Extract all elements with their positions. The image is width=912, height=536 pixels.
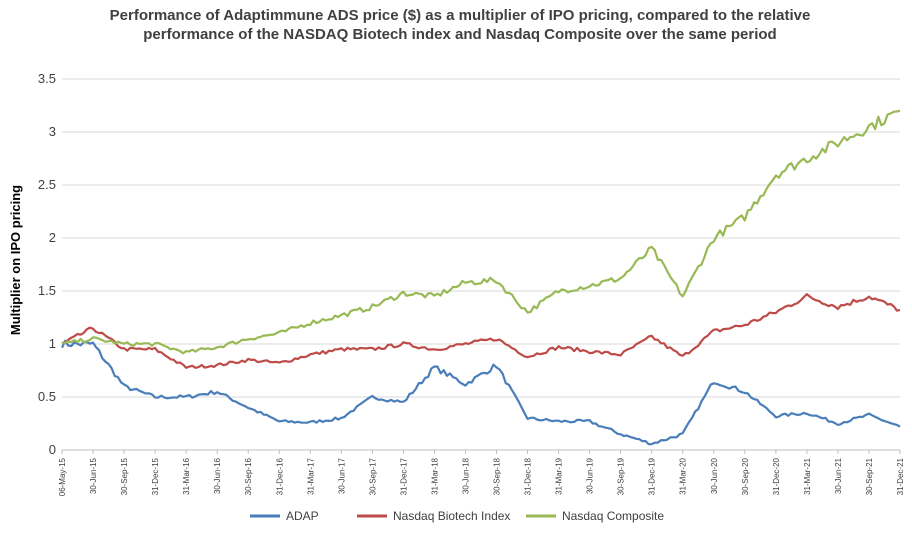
x-tick-label: 31-Mar-18 — [430, 457, 439, 494]
y-tick-label: 2.5 — [38, 177, 56, 192]
x-tick-label: 30-Sep-16 — [244, 457, 253, 495]
x-tick-label: 31-Mar-17 — [306, 457, 315, 494]
x-tick-label: 06-May-15 — [58, 457, 67, 496]
series-line-adap — [60, 339, 901, 446]
legend-label: ADAP — [286, 509, 319, 523]
x-tick-label: 30-Sep-19 — [617, 457, 626, 495]
y-tick-label: 1 — [49, 336, 56, 351]
x-tick-label: 31-Mar-20 — [679, 457, 688, 494]
y-tick-label: 2 — [49, 230, 56, 245]
x-tick-label: 31-Mar-16 — [182, 457, 191, 494]
x-tick-label: 30-Jun-19 — [586, 457, 595, 494]
series-lines — [60, 109, 901, 446]
y-axis-ticks: 0 0.5 1 1.5 2 2.5 3 3.5 — [38, 71, 56, 457]
legend-label: Nasdaq Biotech Index — [393, 509, 510, 523]
chart-title-line-1: Performance of Adaptimmune ADS price ($)… — [109, 7, 811, 24]
y-tick-label: 1.5 — [38, 283, 56, 298]
x-tick-label: 31-Dec-21 — [896, 457, 905, 495]
gridlines — [62, 78, 900, 398]
y-axis-label: Multiplier on IPO pricing — [8, 185, 23, 335]
x-tick-label: 30-Sep-20 — [741, 457, 750, 495]
x-tick-label: 30-Jun-20 — [710, 457, 719, 494]
x-tick-label: 30-Sep-21 — [865, 457, 874, 495]
x-tick-label: 30-Jun-21 — [834, 457, 843, 494]
y-tick-label: 3.5 — [38, 71, 56, 86]
x-tick-label: 31-Mar-19 — [555, 457, 564, 494]
y-tick-label: 3 — [49, 124, 56, 139]
x-tick-label: 31-Dec-19 — [648, 457, 657, 495]
x-tick-label: 30-Jun-16 — [213, 457, 222, 494]
chart-title: Performance of Adaptimmune ADS price ($)… — [40, 6, 880, 44]
legend-label: Nasdaq Composite — [562, 509, 664, 523]
x-tick-label: 30-Jun-15 — [89, 457, 98, 494]
x-tick-label: 31-Dec-16 — [275, 457, 284, 495]
legend: ADAP Nasdaq Biotech Index Nasdaq Composite — [250, 509, 664, 523]
x-tick-label: 30-Jun-17 — [337, 457, 346, 494]
x-tick-label: 31-Dec-15 — [151, 457, 160, 495]
series-line-nasdaq-composite — [61, 109, 901, 355]
series-line-nasdaq-biotech-index — [61, 293, 901, 369]
x-tick-label: 30-Sep-17 — [368, 457, 377, 495]
x-tick-label: 30-Sep-15 — [120, 457, 129, 495]
x-tick-label: 30-Jun-18 — [461, 457, 470, 494]
y-tick-label: 0.5 — [38, 389, 56, 404]
x-axis-ticks: 06-May-15 30-Jun-15 30-Sep-15 31-Dec-15 31-M… — [58, 450, 905, 496]
y-tick-label: 0 — [49, 442, 56, 457]
x-tick-label: 31-Mar-21 — [803, 457, 812, 494]
x-tick-label: 31-Dec-20 — [772, 457, 781, 495]
chart-title-line-2: performance of the NASDAQ Biotech index … — [143, 26, 777, 43]
x-tick-label: 30-Sep-18 — [493, 457, 502, 495]
x-tick-label: 31-Dec-18 — [524, 457, 533, 495]
x-tick-label: 31-Dec-17 — [399, 457, 408, 495]
